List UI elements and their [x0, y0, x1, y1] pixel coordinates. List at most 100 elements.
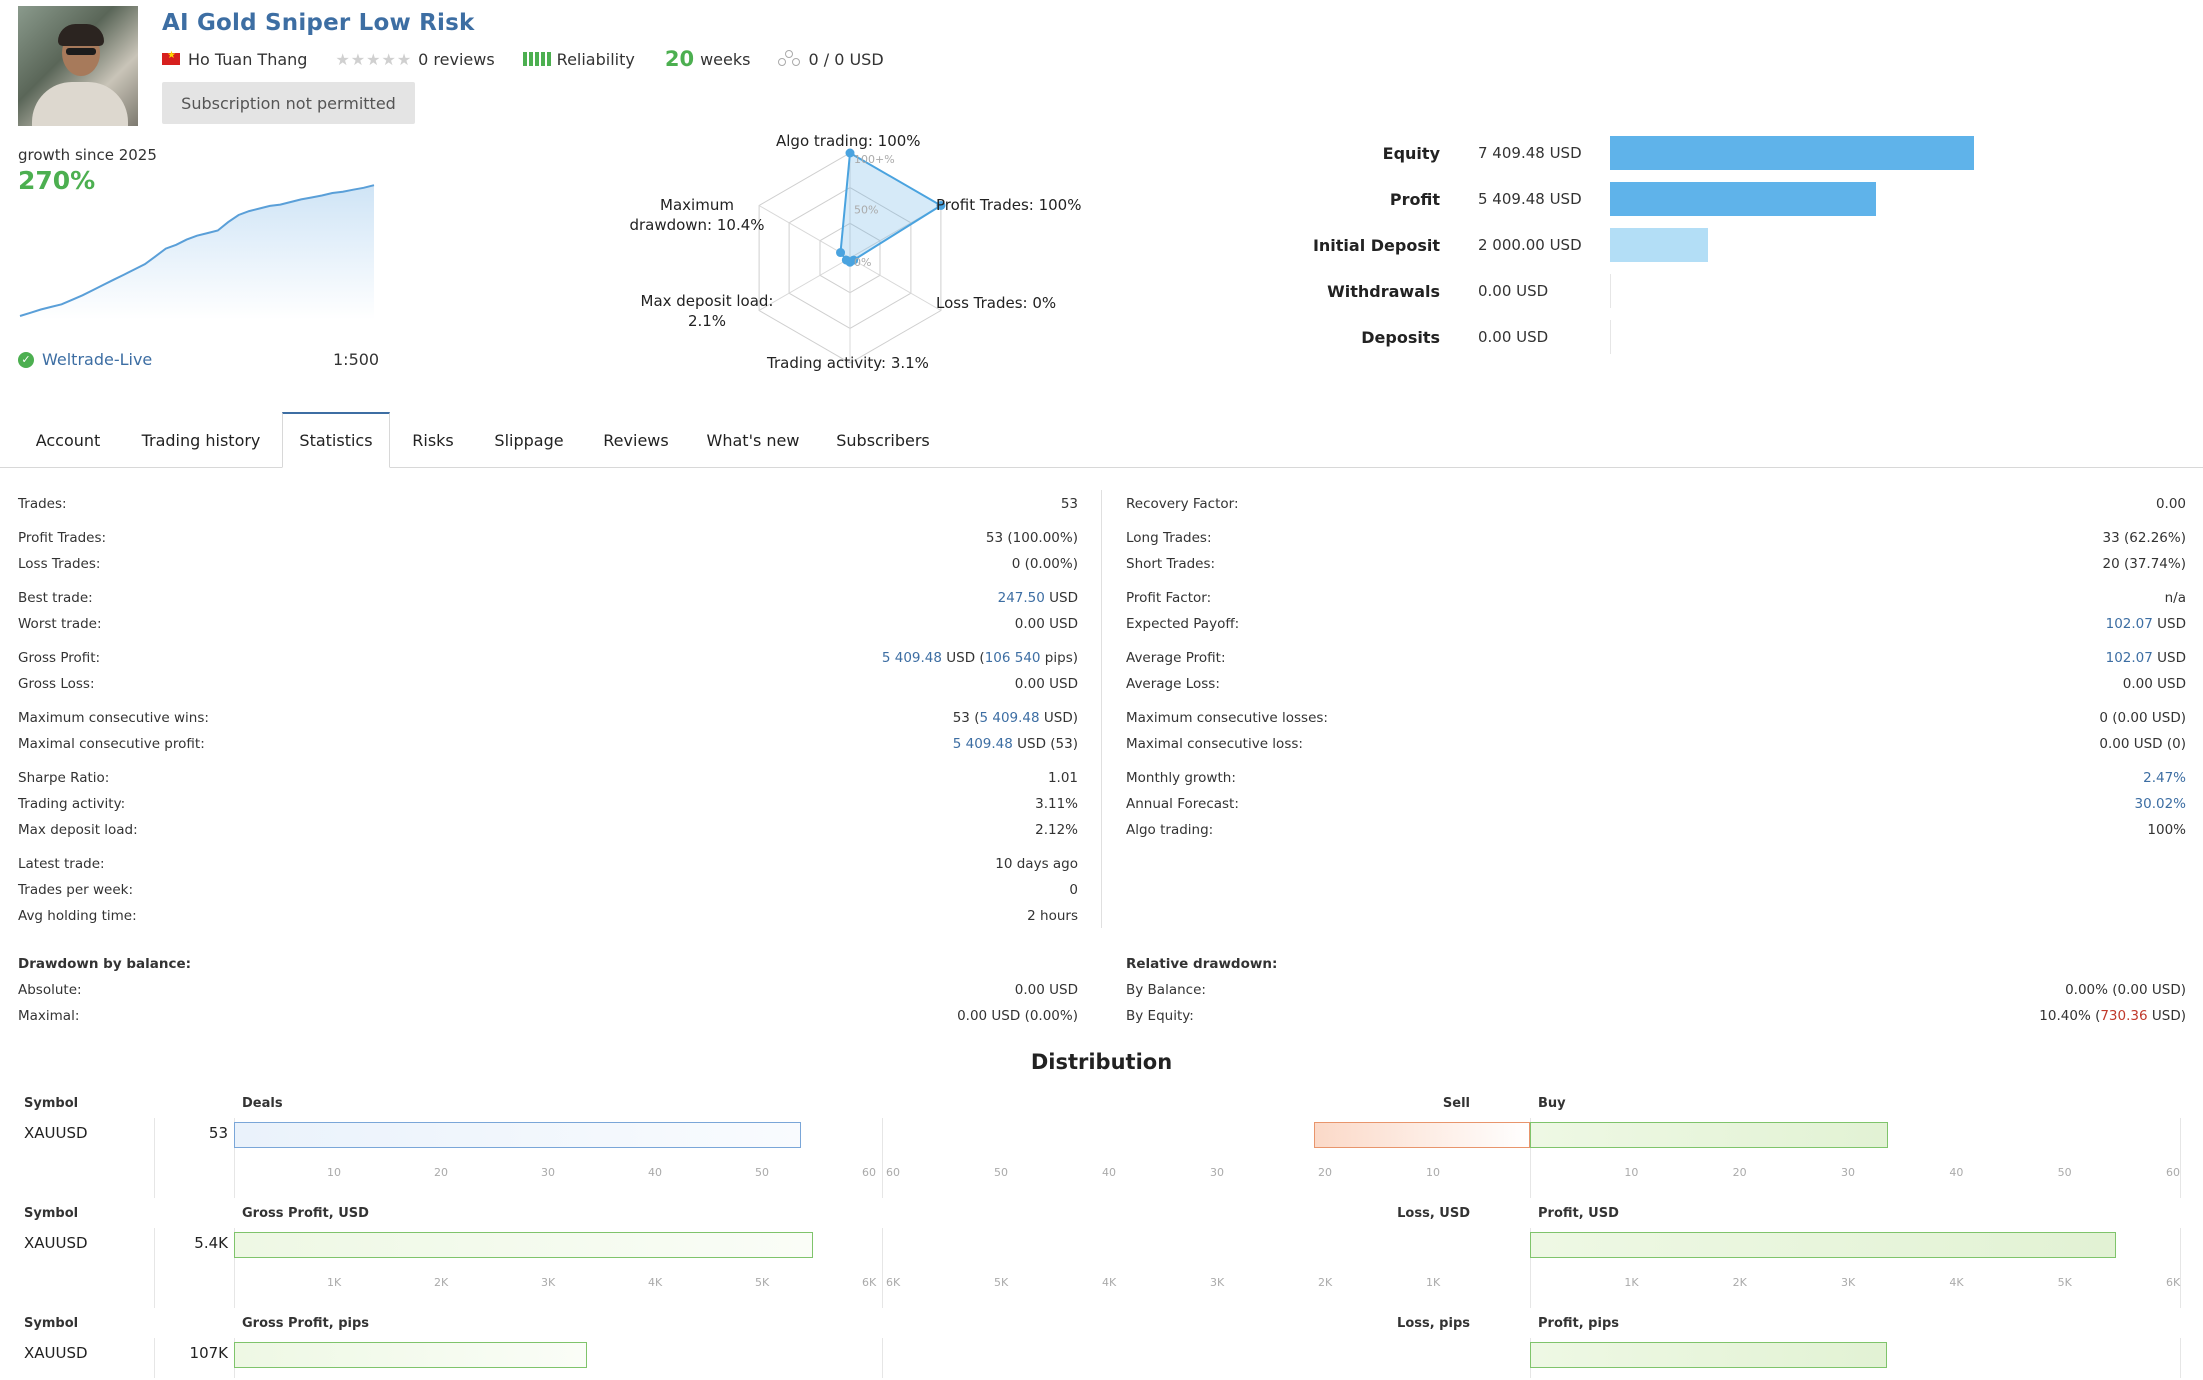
symbol-name[interactable]: XAUUSD — [24, 1124, 88, 1142]
tab-trading-history[interactable]: Trading history — [141, 430, 261, 450]
author-avatar[interactable] — [18, 6, 138, 126]
subscribers-icon — [778, 50, 801, 68]
tab-slippage[interactable]: Slippage — [494, 430, 564, 450]
stat-value-unit: USD — [1044, 590, 1078, 606]
stat-label: Trading activity: — [18, 796, 126, 812]
axis-tick: 40 — [648, 1166, 662, 1179]
axis-tick: 3K — [1210, 1276, 1225, 1289]
grid-line — [234, 1228, 235, 1308]
right-neg-header: Loss, USD — [1397, 1206, 1470, 1221]
stat-value-unit: USD) — [1039, 710, 1078, 726]
stat-label: Trades: — [18, 496, 67, 512]
stat-value-link[interactable]: 102.07 — [2105, 650, 2153, 666]
radar-point — [841, 255, 851, 265]
relative-drawdown-heading: Relative drawdown: — [1126, 956, 1278, 972]
stat-label: Short Trades: — [1126, 556, 1216, 572]
stat-label: Profit Factor: — [1126, 590, 1212, 606]
axis-tick: 60 — [862, 1166, 876, 1179]
left-chart-bar — [234, 1342, 587, 1368]
stat-value: n/a — [2164, 590, 2186, 606]
tab-whats-new[interactable]: What's new — [706, 430, 800, 450]
symbol-name[interactable]: XAUUSD — [24, 1344, 88, 1362]
growth-value: 270% — [18, 166, 96, 195]
tab-reviews[interactable]: Reviews — [603, 430, 669, 450]
stat-value-unit: pips) — [1040, 650, 1078, 666]
stat-value: 33 (62.26%) — [2102, 530, 2186, 546]
stat-value-link[interactable]: 247.50 — [997, 590, 1045, 606]
tab-statistics[interactable]: Statistics — [282, 412, 390, 468]
stat-value-link[interactable]: 106 540 — [984, 650, 1041, 666]
stat-value-link[interactable]: 730.36 — [2100, 1008, 2148, 1024]
stat-value: 0.00 USD (0.00%) — [957, 1008, 1078, 1024]
axis-tick: 4K — [648, 1276, 663, 1289]
symbol-name[interactable]: XAUUSD — [24, 1234, 88, 1252]
weeks-number: 20 — [664, 47, 695, 71]
stat-value: 20 (37.74%) — [2102, 556, 2186, 572]
right-neg-header: Loss, pips — [1397, 1316, 1470, 1331]
stat-label: By Equity: — [1126, 1008, 1194, 1024]
stat-value: 0.00 USD — [2122, 676, 2186, 692]
stat-label: Average Loss: — [1126, 676, 1220, 692]
stat-label: Best trade: — [18, 590, 93, 606]
signal-title[interactable]: AI Gold Sniper Low Risk — [162, 10, 475, 36]
stat-value: 0.00 USD — [1014, 676, 1078, 692]
balance-bar — [1610, 320, 1611, 354]
stat-value-link[interactable]: 5 409.48 — [952, 736, 1013, 752]
stat-value-unit: USD (53) — [1012, 736, 1078, 752]
subscribe-button[interactable]: Subscription not permitted — [162, 82, 415, 124]
stat-label: Absolute: — [18, 982, 82, 998]
stat-label: Algo trading: — [1126, 822, 1214, 838]
growth-chart[interactable] — [18, 172, 380, 322]
grid-line — [154, 1338, 155, 1378]
axis-tick: 10 — [327, 1166, 341, 1179]
stat-value: 0.00 USD (0) — [2099, 736, 2186, 752]
axis-tick: 4K — [1102, 1276, 1117, 1289]
stat-label: Avg holding time: — [18, 908, 137, 924]
axis-tick: 60 — [2166, 1166, 2180, 1179]
axis-tick: 2K — [1732, 1276, 1747, 1289]
reviews-count[interactable]: 0 reviews — [418, 49, 495, 69]
radar-label-loss: Loss Trades: 0% — [936, 294, 1057, 312]
left-chart-header: Gross Profit, USD — [242, 1206, 369, 1221]
stat-label: Maximum consecutive wins: — [18, 710, 209, 726]
axis-tick: 30 — [541, 1166, 555, 1179]
stat-label: Gross Profit: — [18, 650, 101, 666]
distribution-section: Symbol Deals Sell Buy XAUUSD 53 10 10 10 20 20 20 30… — [0, 1090, 2203, 1380]
buy-bar — [1530, 1122, 1888, 1148]
author-name[interactable]: Ho Tuan Thang — [188, 49, 308, 69]
rating-stars-icon: ★★★★★ — [335, 49, 413, 69]
stat-label: Gross Loss: — [18, 676, 95, 692]
left-chart-bar — [234, 1232, 813, 1258]
radar-label-deposit-load-line2: 2.1% — [687, 311, 727, 330]
stat-value-link[interactable]: 2.47% — [2143, 770, 2186, 786]
stat-label: Maximal: — [18, 1008, 80, 1024]
signal-meta: Ho Tuan Thang ★★★★★ 0 reviews Reliabilit… — [162, 47, 884, 71]
stat-value-link[interactable]: 30.02% — [2134, 796, 2186, 812]
tab-account[interactable]: Account — [35, 430, 101, 450]
stats-divider — [1101, 490, 1102, 928]
stat-value-unit: USD — [2152, 616, 2186, 632]
vietnam-flag-icon — [162, 50, 180, 65]
grid-line — [2180, 1228, 2181, 1308]
stat-value-link[interactable]: 5 409.48 — [881, 650, 942, 666]
stat-label: Max deposit load: — [18, 822, 138, 838]
growth-label: growth since 2025 — [18, 146, 157, 164]
radar-label-profit: Profit Trades: 100% — [936, 196, 1082, 214]
balance-bar — [1610, 182, 1876, 216]
stat-label: Loss Trades: — [18, 556, 101, 572]
tab-risks[interactable]: Risks — [412, 430, 454, 450]
stat-value: 0.00 — [2155, 496, 2186, 512]
stat-value: 10.40% (730.36 USD) — [2039, 1008, 2186, 1024]
distribution-title: Distribution — [1030, 1050, 1173, 1074]
tab-subscribers[interactable]: Subscribers — [836, 430, 930, 450]
stat-value-link[interactable]: 5 409.48 — [979, 710, 1040, 726]
stat-value-link[interactable]: 102.07 — [2105, 616, 2153, 632]
stat-value: 0.00 USD — [1014, 982, 1078, 998]
axis-tick: 30 — [1841, 1166, 1855, 1179]
stat-label: Expected Payoff: — [1126, 616, 1240, 632]
trade-server[interactable]: ✓ Weltrade-Live — [18, 350, 152, 369]
axis-tick: 50 — [994, 1166, 1008, 1179]
server-name[interactable]: Weltrade-Live — [42, 350, 153, 369]
radar-label-activity: Trading activity: 3.1% — [767, 354, 929, 372]
stat-label: Annual Forecast: — [1126, 796, 1239, 812]
